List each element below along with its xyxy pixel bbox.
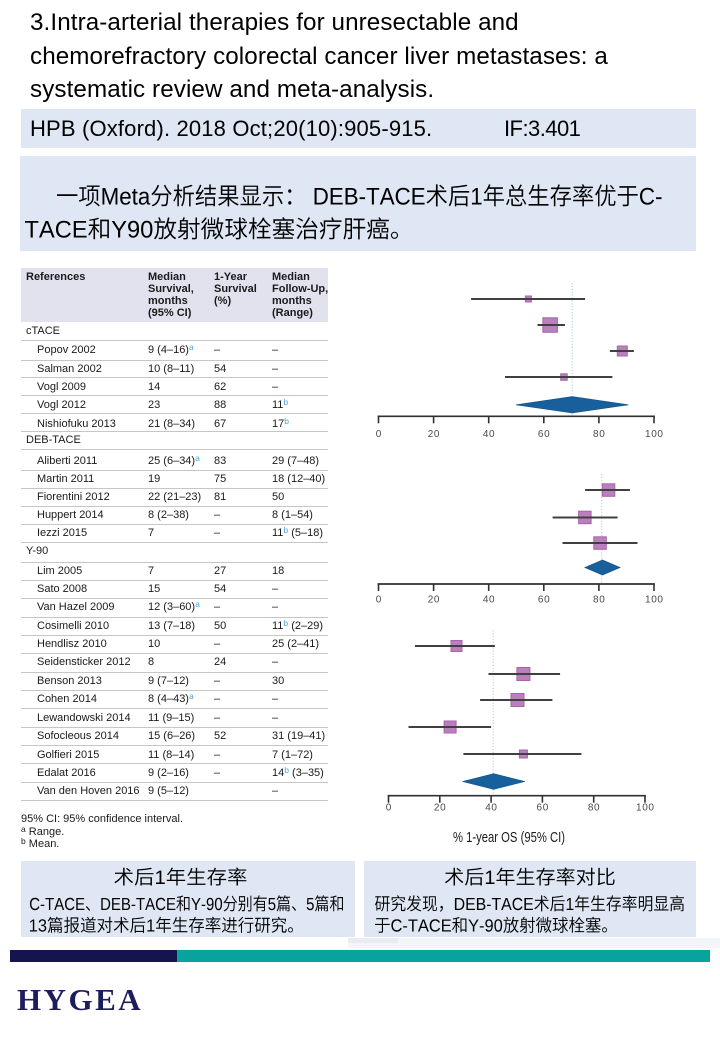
svg-text:40: 40 (483, 595, 495, 606)
svg-text:0: 0 (376, 595, 382, 606)
svg-text:% 1-year OS (95% CI): % 1-year OS (95% CI) (453, 830, 565, 846)
svg-text:20: 20 (434, 803, 446, 814)
svg-text:0: 0 (376, 429, 382, 440)
svg-text:60: 60 (537, 803, 549, 814)
svg-text:100: 100 (636, 803, 655, 814)
svg-text:40: 40 (483, 429, 495, 440)
svg-text:40: 40 (485, 803, 497, 814)
svg-text:20: 20 (428, 429, 440, 440)
svg-text:100: 100 (645, 595, 664, 606)
svg-text:80: 80 (593, 595, 605, 606)
svg-text:20: 20 (428, 595, 440, 606)
svg-text:80: 80 (593, 429, 605, 440)
svg-text:80: 80 (588, 803, 600, 814)
svg-text:60: 60 (538, 429, 550, 440)
svg-text:60: 60 (538, 595, 550, 606)
svg-text:0: 0 (386, 803, 392, 814)
svg-text:100: 100 (645, 429, 664, 440)
